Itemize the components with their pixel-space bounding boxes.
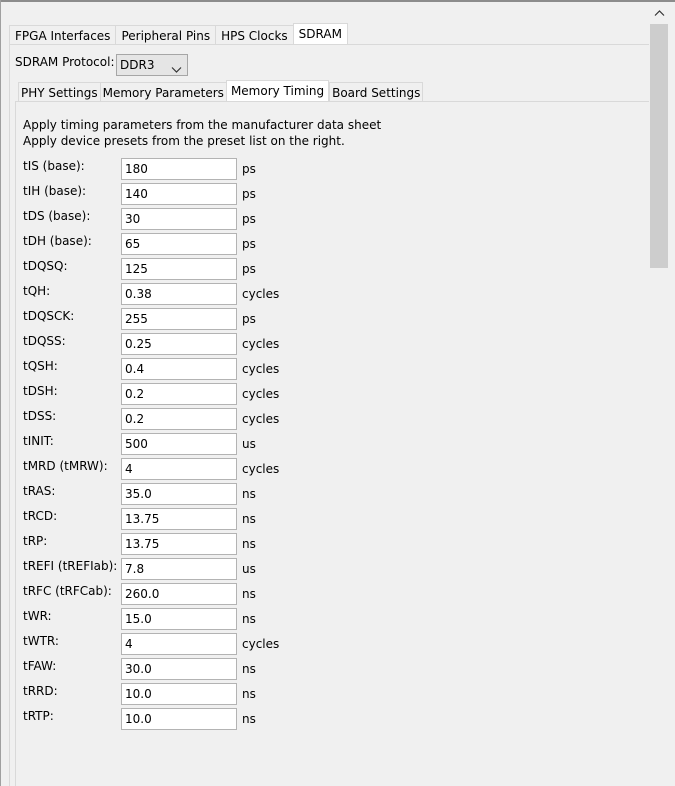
tab-fpga-interfaces[interactable]: FPGA Interfaces [9,25,116,46]
param-input-tinit[interactable]: 500 [121,433,237,455]
param-input-tdqss[interactable]: 0.25 [121,333,237,355]
window-top-border [0,0,675,2]
param-label: tQH: [23,284,51,298]
param-unit: cycles [242,387,280,401]
param-label: tRP: [23,534,48,548]
param-input-tras[interactable]: 35.0 [121,483,237,505]
param-input-tdh[interactable]: 65 [121,233,237,255]
param-unit: ns [242,587,256,601]
param-input-trfc[interactable]: 260.0 [121,583,237,605]
sdram-protocol-label: SDRAM Protocol: [15,55,115,69]
param-label: tQSH: [23,359,58,373]
param-input-tmrd[interactable]: 4 [121,458,237,480]
param-label: tDS (base): [23,209,91,223]
param-label: tRTP: [23,709,54,723]
param-unit: cycles [242,287,280,301]
param-label: tIS (base): [23,159,85,173]
param-unit: ps [242,262,256,276]
param-unit: us [242,437,256,451]
param-label: tDH (base): [23,234,92,248]
param-input-trrd[interactable]: 10.0 [121,683,237,705]
param-input-twr[interactable]: 15.0 [121,608,237,630]
window-left-border [0,0,1,786]
param-label: tDSH: [23,384,58,398]
param-label: tRRD: [23,684,58,698]
param-input-tds[interactable]: 30 [121,208,237,230]
param-label: tINIT: [23,434,54,448]
param-unit: cycles [242,462,280,476]
tab-hps-clocks[interactable]: HPS Clocks [215,25,293,46]
param-input-tfaw[interactable]: 30.0 [121,658,237,680]
param-input-tis[interactable]: 180 [121,158,237,180]
tab-peripheral-pins[interactable]: Peripheral Pins [115,25,216,46]
param-input-trp[interactable]: 13.75 [121,533,237,555]
chevron-down-icon [171,60,182,80]
param-unit: ps [242,212,256,226]
param-label: tREFI (tREFIab): [23,559,118,573]
param-input-trefi[interactable]: 7.8 [121,558,237,580]
scroll-thumb[interactable] [650,24,668,268]
param-label: tMRD (tMRW): [23,459,108,473]
param-input-tqsh[interactable]: 0.4 [121,358,237,380]
param-label: tWR: [23,609,52,623]
tab-sdram[interactable]: SDRAM [292,23,348,46]
description-line-2: Apply device presets from the preset lis… [23,134,345,148]
param-unit: ns [242,712,256,726]
vertical-scrollbar[interactable] [649,2,669,786]
param-input-tqh[interactable]: 0.38 [121,283,237,305]
param-label: tDQSQ: [23,259,68,273]
param-label: tDQSS: [23,334,66,348]
param-label: tRFC (tRFCab): [23,584,112,598]
param-label: tDSS: [23,409,57,423]
tab-phy-settings[interactable]: PHY Settings [18,82,100,103]
param-unit: ps [242,187,256,201]
param-input-tdsh[interactable]: 0.2 [121,383,237,405]
param-label: tFAW: [23,659,57,673]
param-unit: cycles [242,412,280,426]
param-unit: cycles [242,337,280,351]
param-unit: ps [242,312,256,326]
sdram-protocol-select[interactable]: DDR3 [116,54,188,76]
param-label: tRCD: [23,509,58,523]
param-input-tih[interactable]: 140 [121,183,237,205]
tab-board-settings[interactable]: Board Settings [329,82,424,103]
outer-tabbar: FPGA Interfaces Peripheral Pins HPS Cloc… [9,23,348,46]
scroll-up-button[interactable] [649,2,669,24]
memory-timing-panel [15,101,649,786]
param-unit: ps [242,162,256,176]
chevron-up-icon [654,9,665,17]
param-label: tWTR: [23,634,59,648]
param-unit: ps [242,237,256,251]
param-unit: ns [242,537,256,551]
param-label: tDQSCK: [23,309,75,323]
param-input-tdqsq[interactable]: 125 [121,258,237,280]
param-label: tIH (base): [23,184,87,198]
inner-tabbar: PHY Settings Memory Parameters Memory Ti… [18,80,424,103]
param-input-tdqsck[interactable]: 255 [121,308,237,330]
param-unit: cycles [242,637,280,651]
tab-memory-parameters[interactable]: Memory Parameters [99,82,226,103]
description-line-1: Apply timing parameters from the manufac… [23,118,382,132]
param-unit: ns [242,512,256,526]
param-label: tRAS: [23,484,56,498]
param-unit: cycles [242,362,280,376]
tab-memory-timing[interactable]: Memory Timing [225,80,330,103]
sdram-protocol-value: DDR3 [120,58,155,72]
param-input-trtp[interactable]: 10.0 [121,708,237,730]
param-unit: us [242,562,256,576]
param-input-tdss[interactable]: 0.2 [121,408,237,430]
param-unit: ns [242,662,256,676]
param-input-twtr[interactable]: 4 [121,633,237,655]
param-unit: ns [242,612,256,626]
param-input-trcd[interactable]: 13.75 [121,508,237,530]
param-unit: ns [242,487,256,501]
param-unit: ns [242,687,256,701]
